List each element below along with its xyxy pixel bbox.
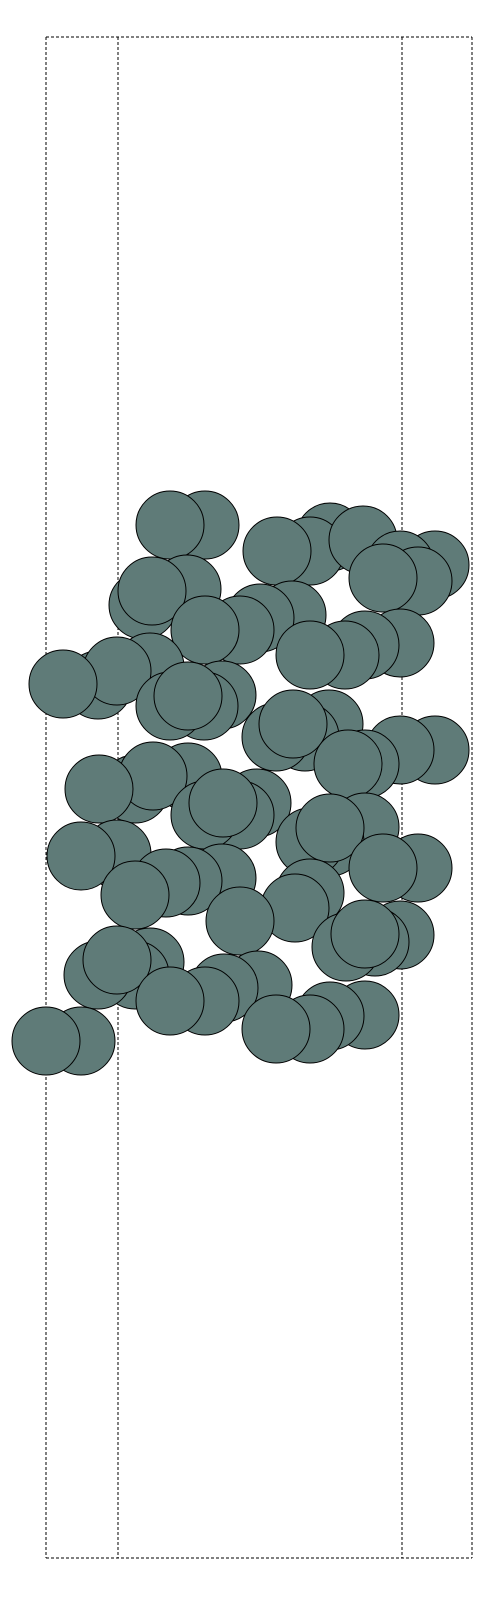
atom [348,543,418,613]
atom [100,860,170,930]
atom [135,490,205,560]
atom [117,556,187,626]
atom [275,620,345,690]
atom [64,754,134,824]
atom [28,649,98,719]
atom [330,899,400,969]
atom [11,1006,81,1076]
atom [153,661,223,731]
atom [46,821,116,891]
atom [242,516,312,586]
atom [205,886,275,956]
atom [241,994,311,1064]
atom [82,925,152,995]
atom [188,768,258,838]
atom [170,595,240,665]
atom [313,729,383,799]
atom-layer [11,490,470,1076]
atom [258,689,328,759]
atom [348,833,418,903]
atom [295,793,365,863]
atom [135,966,205,1036]
